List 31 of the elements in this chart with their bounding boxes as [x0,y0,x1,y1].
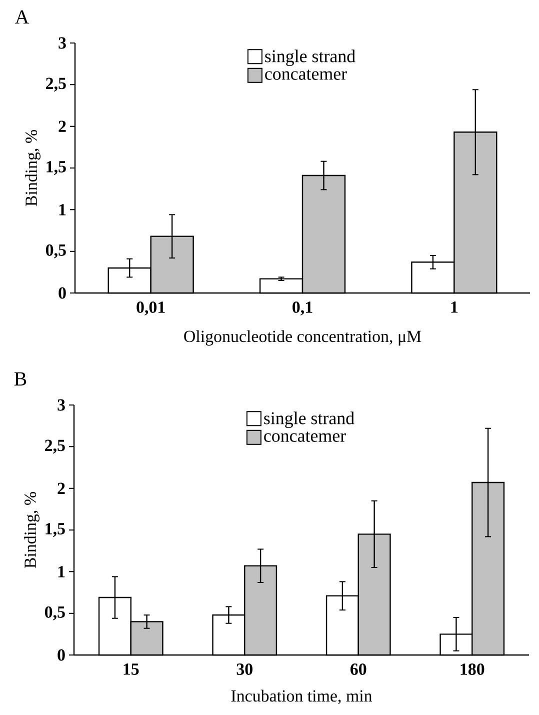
y-tick-label: 0 [58,287,66,299]
y-tick-label: 1,5 [46,161,66,175]
y-tick-label: 3 [58,399,65,411]
y-tick-label: 2 [58,120,66,132]
x-tick-label: 180 [460,664,484,675]
y-tick-label: 0,5 [44,606,65,620]
y-tick-label: 0,5 [46,244,66,258]
y-tick-label: 2 [58,482,65,494]
y-axis-title: Binding, % [25,130,40,206]
legend-label: single strand [264,412,354,428]
y-tick-label: 0 [58,649,65,661]
x-tick-label: 60 [350,664,366,675]
y-tick-label: 2,5 [46,78,66,92]
legend-label: single strand [265,50,356,66]
chart-title: B [14,372,26,386]
x-axis-title: Incubation time, min [231,690,372,704]
y-tick-label: 3 [58,37,66,49]
y-tick-label: 1 [59,204,66,216]
y-tick-label: 1 [58,566,65,578]
legend-label: concatemer [264,432,346,442]
x-tick-label: 0,01 [136,301,165,316]
x-tick-label: 30 [236,664,252,675]
y-tick-label: 2,5 [45,440,65,454]
y-tick-label: 1,5 [46,523,65,537]
chart-title: A [15,10,30,24]
legend-label: concatemer [265,70,347,80]
x-tick-label: 1 [451,301,458,313]
x-tick-label: 15 [124,663,139,675]
x-axis-title: Oligonucleotide concentration, μM [184,330,422,346]
x-tick-label: 0,1 [292,301,312,316]
y-axis-title: Binding, % [24,492,40,568]
